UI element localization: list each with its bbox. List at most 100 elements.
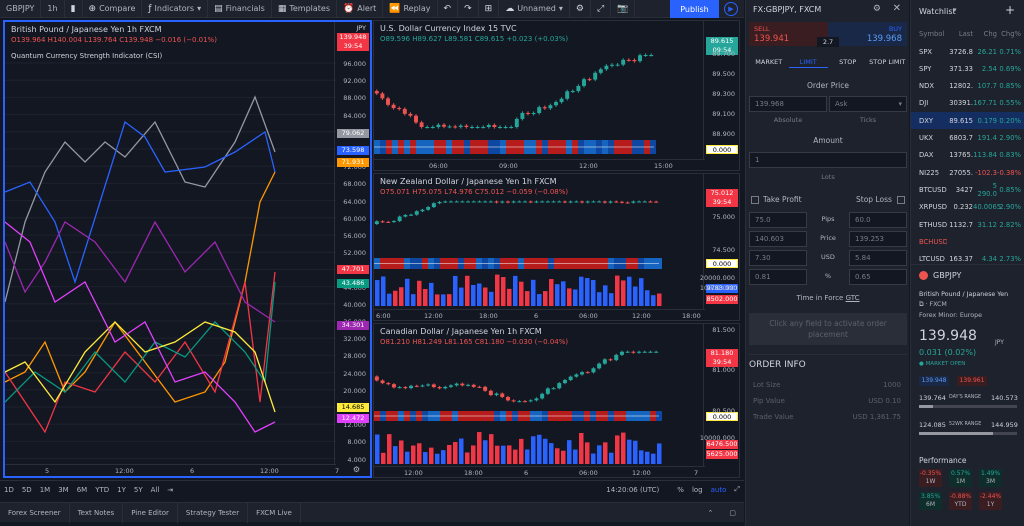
percent-toggle[interactable]: % [677, 485, 684, 494]
bottom-tab-1[interactable]: Text Notes [70, 502, 124, 523]
undo-button[interactable]: ↶ [438, 0, 459, 18]
bottom-tab-0[interactable]: Forex Screener [0, 502, 70, 523]
timeframe-5[interactable]: YTD [95, 485, 110, 494]
take-profit-field-0[interactable]: 75.0 [749, 212, 807, 228]
auto-toggle[interactable]: auto [710, 485, 727, 494]
timeframe-7[interactable]: 5Y [133, 485, 143, 494]
timeframe-8[interactable]: All [150, 485, 160, 494]
collapse-icon[interactable]: ⌃ [707, 508, 714, 517]
timeframe-6[interactable]: 1Y [117, 485, 126, 494]
play-icon[interactable]: ▶ [724, 2, 738, 16]
dxy-candles[interactable] [374, 21, 705, 159]
take-profit-checkbox[interactable] [751, 196, 759, 204]
tab-stop[interactable]: STOP [839, 58, 857, 66]
compare-button[interactable]: ⊕ Compare [83, 0, 143, 18]
watchlist-row[interactable]: NI225 27055. -102.3 -0.38% [911, 164, 1024, 181]
sell-button[interactable]: SELL 139.941 [749, 22, 828, 46]
time-axis[interactable]: 5 12:00 6 12:00 7 [5, 464, 339, 476]
utc-clock[interactable]: 14:20:06 (UTC) [606, 485, 660, 494]
watchlist-row[interactable]: SPX 3726.8 26.21 0.71% [911, 43, 1024, 60]
price-axis[interactable]: 75.012 39:54 0.000 9783.000 8502.000 75.… [700, 174, 739, 309]
tab-market[interactable]: MARKET [755, 58, 783, 66]
stop-loss-checkbox[interactable] [897, 196, 905, 204]
stop-loss-field-1[interactable]: 139.253 [849, 231, 907, 247]
stop-loss-field-3[interactable]: 0.65 [849, 269, 907, 285]
bottom-tab-4[interactable]: FXCM Live [248, 502, 301, 523]
indicators-button[interactable]: ƒ Indicators ▾ [142, 0, 209, 18]
symbol-search[interactable]: GBPJPY [0, 0, 42, 18]
header-chg[interactable]: Chg [983, 29, 997, 38]
watchlist-row[interactable]: SPY 371.33 2.54 0.69% [911, 60, 1024, 77]
gbpjpy-chart-pane[interactable]: British Pound / Japanese Yen 1h FXCM O13… [3, 20, 372, 478]
time-axis[interactable]: 12:00 18:00 6 06:00 12:00 7 [374, 466, 705, 478]
expand-icon[interactable]: ⤢ [734, 485, 740, 493]
header-symbol[interactable]: Symbol [919, 29, 945, 38]
watchlist-row[interactable]: BCHUSD [911, 233, 1024, 250]
watchlist-title[interactable]: Watchlist [919, 7, 956, 16]
layout-name-button[interactable]: ☁ Unnamed ▾ [499, 0, 570, 18]
chart-style-button[interactable]: ▮ [65, 0, 83, 18]
financials-button[interactable]: ▤ Financials [208, 0, 272, 18]
price-axis[interactable]: 81.180 39:54 0.000 6476.500 5625.000 81.… [700, 324, 739, 466]
timeframe-1[interactable]: 5D [21, 485, 32, 494]
watchlist-row[interactable]: DJI 30391. 167.71 0.55% [911, 95, 1024, 112]
timeframe-4[interactable]: 6M [76, 485, 88, 494]
buy-button[interactable]: BUY 139.968 [828, 22, 907, 46]
take-profit-field-3[interactable]: 0.81 [749, 269, 807, 285]
replay-button[interactable]: ⏪ Replay [383, 0, 438, 18]
activate-order-button[interactable]: Click any field to activate order placem… [749, 313, 907, 345]
bottom-tab-3[interactable]: Strategy Tester [178, 502, 249, 523]
interval-button[interactable]: 1h [41, 0, 65, 18]
watchlist-row[interactable]: DAX 13765. 113.84 0.83% [911, 147, 1024, 164]
templates-button[interactable]: ▦ Templates [272, 0, 337, 18]
watchlist-row[interactable]: BTCUSD 3427 5 290.0 0.85% [911, 181, 1024, 198]
fullscreen-button[interactable]: ⤢ [591, 0, 612, 18]
cadjpy-chart-pane[interactable]: Canadian Dollar / Japanese Yen 1h FXCM O… [373, 323, 740, 478]
close-icon[interactable]: ✕ [892, 3, 901, 14]
bottom-tab-2[interactable]: Pine Editor [123, 502, 178, 523]
time-in-force[interactable]: Time in Force GTC [746, 294, 910, 302]
cadjpy-candles[interactable] [374, 324, 705, 466]
timeframe-0[interactable]: 1D [4, 485, 14, 494]
watchlist-row[interactable]: NDX 12802. 107.7 0.85% [911, 78, 1024, 95]
link-icon[interactable]: ⧉ [919, 301, 924, 308]
time-axis[interactable]: 06:00 09:00 12:00 15:00 [374, 159, 705, 171]
stop-loss-field-0[interactable]: 60.0 [849, 212, 907, 228]
watchlist-row[interactable]: ETHUSD 1132.7 31.12 2.82% [911, 216, 1024, 233]
chevron-down-icon[interactable]: ▾ [953, 6, 957, 14]
tab-limit[interactable]: LIMIT [788, 56, 828, 68]
time-axis[interactable]: 6:00 12:00 18:00 6 06:00 12:00 18:00 [374, 309, 705, 321]
watchlist-row[interactable]: DXY 89.615 0.179 0.20% [911, 112, 1024, 130]
stop-loss-field-2[interactable]: 5.84 [849, 250, 907, 266]
nzdjpy-chart-pane[interactable]: New Zealand Dollar / Japanese Yen 1h FXC… [373, 173, 740, 321]
maximize-icon[interactable]: ▢ [729, 508, 736, 517]
redo-button[interactable]: ↷ [458, 0, 479, 18]
price-axis[interactable]: JPY 139.948 39:54 96.000 92.000 88.000 84.0… [334, 22, 370, 464]
take-profit-field-1[interactable]: 140.603 [749, 231, 807, 247]
watchlist-row[interactable]: XRPUSD 0.232 40.0065 2.90% [911, 199, 1024, 216]
header-last[interactable]: Last [958, 29, 973, 38]
log-toggle[interactable]: log [691, 485, 703, 494]
watchlist-row[interactable]: UKX 6803.7 191.4 2.90% [911, 130, 1024, 147]
timeframe-2[interactable]: 1M [39, 485, 51, 494]
price-axis[interactable]: 89.615 09:54 0.000 89.700 89.500 89.300 89.… [703, 21, 739, 159]
price-input[interactable]: 139.968 [749, 96, 827, 112]
axis-settings-icon[interactable]: ⚙ [352, 465, 360, 474]
dxy-chart-pane[interactable]: U.S. Dollar Currency Index 15 TVC O89.59… [373, 20, 740, 171]
add-symbol-icon[interactable]: + [1004, 3, 1015, 17]
nzdjpy-candles[interactable] [374, 174, 705, 309]
goto-date-icon[interactable]: ⇥ [167, 485, 174, 494]
csi-plot[interactable] [5, 22, 336, 464]
snapshot-button[interactable]: 📷 [611, 0, 636, 18]
tab-stop-limit[interactable]: STOP LIMIT [869, 58, 906, 66]
take-profit-field-2[interactable]: 7.30 [749, 250, 807, 266]
layout-grid-button[interactable]: ⊞ [479, 0, 500, 18]
ask-select[interactable]: Ask ▾ [829, 96, 907, 112]
publish-button[interactable]: Publish [670, 0, 719, 18]
watchlist-row[interactable]: LTCUSD 163.37 4.34 2.73% [911, 251, 1024, 268]
alert-button[interactable]: ⏰ Alert [337, 0, 384, 18]
amount-input[interactable]: 1 [749, 152, 907, 168]
gear-icon[interactable]: ⚙ [872, 4, 881, 14]
settings-button[interactable]: ⚙ [570, 0, 591, 18]
header-chg-pct[interactable]: Chg% [1001, 29, 1021, 38]
